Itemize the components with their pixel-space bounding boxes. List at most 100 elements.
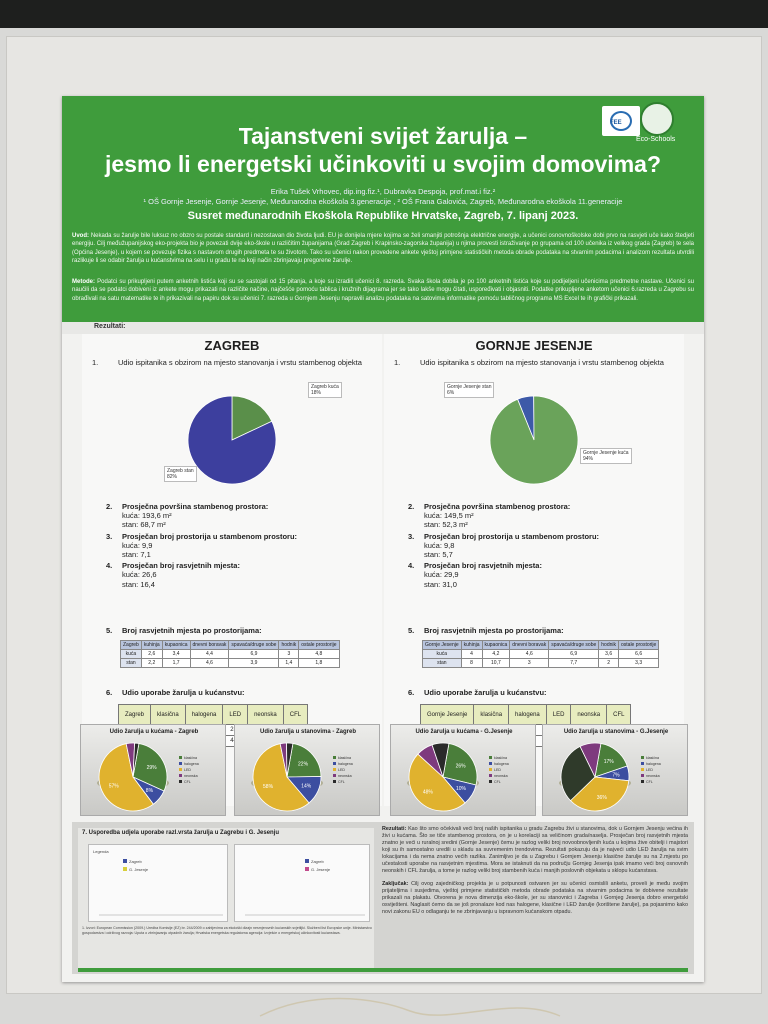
pie-slice-label: 58% (263, 784, 274, 790)
legend-entry: klasična (179, 755, 199, 761)
pie-slice (252, 743, 310, 812)
stat-heading: Prosječna površina stambenog prostora: (424, 502, 571, 511)
table-cell: 4,8 (298, 649, 340, 659)
authors: Erika Tušek Vrhovec, dip.ing.fiz.¹, Dubr… (102, 187, 664, 207)
mini-pie-chart: Udio žarulja u stanovima - G.Jesenje 17% 7… (542, 724, 688, 816)
row-label: stan (120, 658, 142, 668)
question-text: Broj rasvjetnih mjesta po prostorijama: (424, 626, 564, 635)
legend-label: halogena (184, 762, 199, 766)
conclusion-block: Rezultati: Kao što smo očekivali veći br… (382, 826, 688, 916)
legend-entry: CFL (641, 779, 661, 785)
stat-number: 4. (408, 561, 415, 571)
pie-slice-label: 22% (298, 761, 309, 767)
pie-slice-label: 29% (147, 765, 158, 771)
pie-slice (442, 743, 478, 786)
residence-pie: Gornje Jesenje stan 6% Gornje Jesenje kuća… (414, 382, 654, 496)
legend-entry-left-1: Zagreb (129, 859, 142, 864)
table-header-cell: dnevni boravak (189, 640, 230, 650)
pie-slice-label: 36% (597, 795, 608, 801)
legend-entry: CFL (333, 779, 353, 785)
table-cell: 1,8 (298, 658, 340, 668)
eco-schools-logo-text: Eco-Schools (636, 136, 676, 143)
legend-swatch (179, 780, 182, 783)
pie-slice (569, 776, 630, 812)
pie-slice (187, 395, 277, 485)
pie-slice (286, 743, 322, 778)
legend-title: Legenda (93, 849, 109, 854)
string-path (259, 997, 561, 1017)
legend-entry: LED (641, 767, 661, 773)
question-number: 1. (92, 358, 99, 367)
stat-item: 2. Prosječna površina stambenog prostora:… (404, 502, 674, 530)
legend-swatch (641, 774, 644, 777)
stats-list: 2. Prosječna površina stambenog prostora:… (102, 502, 372, 591)
mini-pie-legend: klasična halogena LED neonska CFL (641, 755, 661, 785)
table-cell: 4,6 (189, 658, 230, 668)
mini-pie-svg: 17% 7% 36% (559, 742, 631, 812)
mini-pie-legend: klasična halogena LED neonska CFL (333, 755, 353, 785)
green-footer-bar (78, 968, 688, 972)
comparison-panel: 7. Usporedba udjela uporabe razl.vrsta ž… (78, 828, 374, 968)
table-row: stan 8 10,7 3 7,7 2 3,3 (422, 658, 660, 668)
legend-entry: LED (179, 767, 199, 773)
legend-entry: halogena (489, 761, 509, 767)
question-number: 5. (106, 626, 113, 635)
question-6: 6. Udio uporabe žarulja u kućanstvu: (404, 688, 547, 697)
question-text: Udio uporabe žarulja u kućanstvu: (424, 688, 547, 697)
globe-icon (610, 111, 632, 131)
question-text: Broj rasvjetnih mjesta po prostorijama: (122, 626, 262, 635)
pie-callout-label: Zagreb kuća (311, 384, 339, 390)
pie-slice (231, 395, 273, 441)
legend-label: LED (338, 768, 345, 772)
pie-callout: Zagreb kuća 18% (308, 382, 342, 398)
pie-slice (132, 742, 140, 778)
rezultati-label: Rezultati: (382, 826, 407, 832)
legend-swatch (305, 859, 309, 863)
table-header-cell: neonska (570, 704, 608, 725)
pie-callout: Zagreb stan 82% (164, 466, 197, 482)
stat-number: 2. (106, 502, 113, 511)
question-5: 5. Broj rasvjetnih mjesta po prostorijama… (102, 626, 262, 635)
table-header-row: Gornje Jesenje kuhinja kupaonica dnevni bor… (422, 640, 660, 650)
legend-swatch (123, 859, 127, 863)
hanging-string (259, 997, 561, 1017)
table-cell: 6,9 (548, 649, 600, 659)
table-header-cell: spavaća/druge sobe (548, 640, 600, 650)
legend-entry: neonska (179, 773, 199, 779)
intro-text: Nekada su žarulje bile luksuz no obzro s… (72, 233, 695, 265)
legend-swatch (489, 780, 492, 783)
stat-item: 3. Prosječan broj prostorija u stambenom … (404, 532, 674, 560)
mini-pie-chart: Udio žarulja u stanovima - Zagreb 22% 14% 5… (234, 724, 380, 816)
legend-swatch (333, 756, 336, 759)
table-cell: 4,4 (189, 649, 230, 659)
table-header-cell: kuhinja (140, 640, 163, 650)
table-corner: Zagreb (117, 704, 152, 725)
results-bar: Rezultati: (62, 322, 704, 334)
poster-title: Tajanstveni svijet žarulja – jesmo li en… (102, 122, 664, 178)
legend-label: klasična (184, 756, 197, 760)
stat-heading: Prosječan broj prostorija u stambenom pr… (122, 531, 298, 541)
row-label: kuća (120, 649, 142, 659)
mini-pie-chart: Udio žarulja u kućama - Zagreb 29% 8% 57% kl… (80, 724, 226, 816)
mini-pie-title: Udio žarulja u stanovima - G.Jesenje (563, 729, 669, 735)
mini-pie-strip: Udio žarulja u kućama - Zagreb 29% 8% 57% kl… (80, 724, 688, 820)
table-header-cell: CFL (282, 704, 309, 725)
table-header-cell: ostale prostorije (298, 640, 340, 650)
references: 1. Izvori: European Commission (2009.) U… (82, 926, 372, 935)
residence-pie: Zagreb kuća 18% Zagreb stan 82% (112, 382, 352, 496)
bar-chart-right: Zagreb G. Jesenje (234, 844, 370, 922)
table-header-cell: halogena (508, 704, 547, 725)
table-cell: 4,2 (481, 649, 511, 659)
zakljucak-text: Cilj ovog zajedničkog projekta je u potp… (382, 881, 688, 915)
legend-entry: LED (333, 767, 353, 773)
legend-swatch (333, 768, 336, 771)
legend-entry: LED (489, 767, 509, 773)
table-cell: 1,7 (161, 658, 191, 668)
fee-logo-text: FEE (610, 120, 622, 126)
stat-heading: Prosječan broj rasvjetnih mjesta: (424, 561, 542, 571)
stat-value: stan: 16,4 (122, 579, 155, 589)
table-header-row: Gornje Jesenje klasična halogena LED neonska… (419, 704, 632, 725)
legend-label: neonska (646, 774, 660, 778)
legend-swatch (179, 774, 182, 777)
mini-pie-legend: klasična halogena LED neonska CFL (489, 755, 509, 785)
